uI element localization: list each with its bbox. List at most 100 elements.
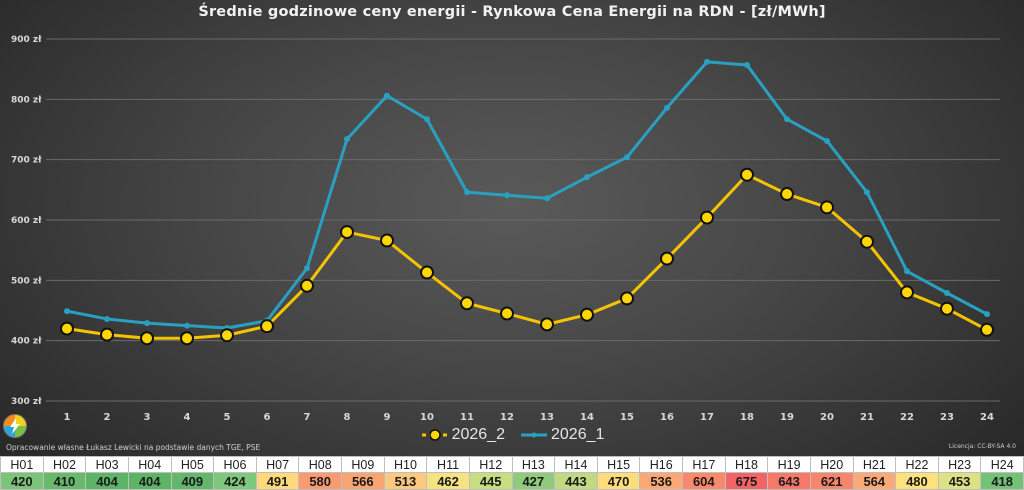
data-point[interactable] [584, 174, 590, 181]
source-note: Opracowanie własne Łukasz Lewicki na pod… [6, 443, 261, 452]
data-point[interactable] [544, 195, 550, 202]
x-tick-label: 8 [344, 412, 351, 423]
x-tick-label: 18 [740, 412, 754, 423]
y-tick-label: 700 zł [11, 156, 42, 166]
table-header-cell: H21 [852, 456, 897, 473]
legend-item-2026-2[interactable]: 2026_2 [420, 426, 505, 444]
x-tick-label: 2 [104, 412, 111, 423]
blue-line-marker-icon [521, 432, 547, 438]
data-point[interactable] [780, 187, 794, 202]
data-point[interactable] [420, 265, 434, 280]
x-tick-label: 24 [980, 412, 994, 423]
data-point[interactable] [260, 319, 274, 334]
x-tick-label: 10 [420, 412, 434, 423]
data-point[interactable] [180, 331, 194, 346]
data-point[interactable] [220, 328, 234, 343]
table-header-cell: H05 [170, 456, 215, 473]
table-header-cell: H24 [980, 456, 1024, 473]
table-value-cell: 409 [170, 472, 215, 490]
data-point[interactable] [784, 116, 790, 123]
table-value-cell: 445 [468, 472, 513, 490]
data-point[interactable] [660, 251, 674, 266]
data-point[interactable] [900, 285, 914, 300]
data-point[interactable] [580, 307, 594, 322]
y-tick-label: 600 zł [11, 216, 42, 226]
table-value-cell: 604 [682, 472, 726, 490]
table-value-cell: 480 [895, 472, 939, 490]
data-point[interactable] [740, 167, 754, 182]
chart-title: Średnie godzinowe ceny energii - Rynkowa… [198, 4, 826, 20]
data-point[interactable] [744, 61, 750, 68]
x-tick-label: 13 [540, 412, 554, 423]
data-point[interactable] [60, 321, 74, 336]
data-point[interactable] [100, 327, 114, 342]
x-tick-label: 6 [264, 412, 271, 423]
data-point[interactable] [624, 154, 630, 161]
x-tick-label: 16 [660, 412, 674, 423]
data-point[interactable] [944, 290, 950, 297]
data-point[interactable] [304, 265, 310, 272]
x-tick-label: 3 [144, 412, 151, 423]
data-point[interactable] [140, 331, 154, 346]
x-tick-label: 21 [860, 412, 874, 423]
data-point[interactable] [700, 210, 714, 225]
table-value-row: 420 410 404 404 409 424 491 580 566 513 462 445 427 4… [0, 472, 1024, 490]
data-point[interactable] [704, 58, 710, 65]
data-point[interactable] [504, 192, 510, 199]
table-header-cell: H11 [426, 456, 470, 473]
data-point[interactable] [664, 104, 670, 111]
data-point[interactable] [824, 137, 830, 144]
x-tick-label: 19 [780, 412, 794, 423]
table-value-cell: 410 [42, 472, 87, 490]
data-point[interactable] [424, 116, 430, 123]
legend: 2026_2 2026_1 [0, 426, 1024, 444]
yellow-circle-marker-icon [421, 429, 448, 441]
table-header-cell: H16 [639, 456, 683, 473]
data-point[interactable] [460, 296, 474, 311]
table-header-cell: H08 [298, 456, 342, 473]
x-tick-label: 22 [900, 412, 914, 423]
data-point[interactable] [984, 311, 990, 318]
energy-logo-icon [3, 414, 27, 438]
legend-item-2026-1[interactable]: 2026_1 [519, 426, 604, 444]
table-header-cell: H19 [767, 456, 811, 473]
data-point[interactable] [540, 317, 554, 332]
data-point[interactable] [64, 308, 70, 315]
chart-area: Średnie godzinowe ceny energii - Rynkowa… [0, 0, 1024, 456]
data-point[interactable] [940, 301, 954, 316]
data-point[interactable] [104, 315, 110, 322]
data-point[interactable] [340, 225, 354, 240]
table-header-cell: H02 [42, 456, 87, 473]
data-point[interactable] [300, 278, 314, 293]
data-point[interactable] [380, 233, 394, 248]
x-tick-label: 15 [620, 412, 634, 423]
data-point[interactable] [980, 322, 994, 337]
table-header-cell: H09 [341, 456, 385, 473]
table-value-cell: 564 [852, 472, 897, 490]
data-point[interactable] [344, 136, 350, 143]
data-point[interactable] [620, 291, 634, 306]
data-point[interactable] [820, 200, 834, 215]
data-point[interactable] [904, 268, 910, 275]
table-header-cell: H20 [809, 456, 854, 473]
table-header-cell: H15 [596, 456, 641, 473]
table-value-cell: 643 [767, 472, 811, 490]
table-value-cell: 453 [937, 472, 982, 490]
data-point[interactable] [500, 306, 514, 321]
y-tick-label: 400 zł [11, 337, 42, 347]
data-point[interactable] [144, 320, 150, 327]
x-tick-label: 4 [184, 412, 191, 423]
series-layer [60, 58, 994, 346]
x-tick-label: 17 [700, 412, 714, 423]
table-header-cell: H13 [511, 456, 556, 473]
data-point[interactable] [464, 189, 470, 196]
y-tick-label: 900 zł [11, 35, 42, 45]
data-point[interactable] [860, 234, 874, 249]
y-tick-label: 500 zł [11, 276, 42, 286]
data-point[interactable] [864, 189, 870, 196]
table-value-cell: 470 [596, 472, 641, 490]
data-point[interactable] [184, 322, 190, 329]
x-tick-label: 12 [500, 412, 514, 423]
table-header-cell: H01 [0, 456, 44, 473]
data-point[interactable] [384, 92, 390, 99]
